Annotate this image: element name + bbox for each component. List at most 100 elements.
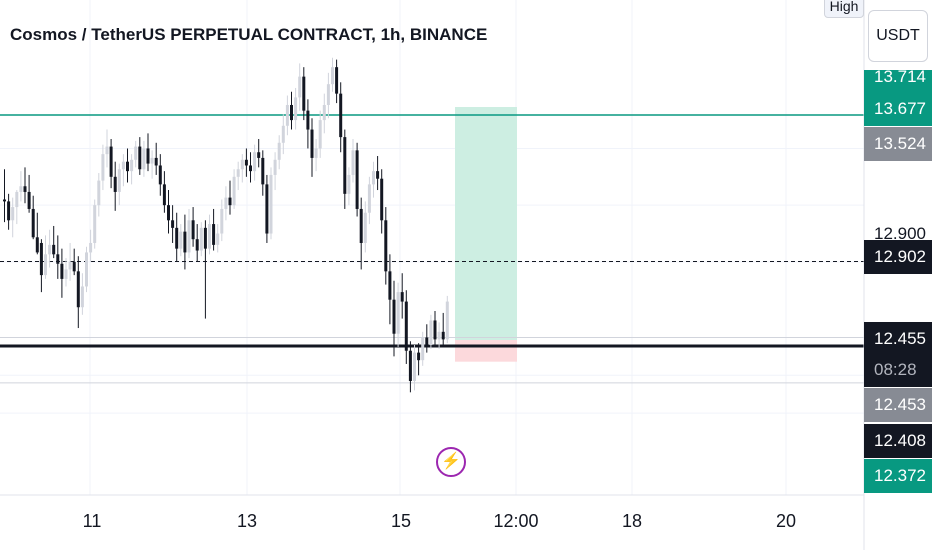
candle-body [130,159,134,172]
candle [298,63,302,111]
candle [408,341,412,393]
candle [171,205,175,243]
candle [158,154,162,196]
price-label-grid: 12.900 [874,224,926,243]
lightning-icon[interactable]: ⚡ [436,447,466,477]
candle-body [244,159,248,166]
candle [261,150,265,196]
currency-button[interactable]: USDT [868,10,928,62]
candle-body [187,220,191,253]
high-tag[interactable]: High [824,0,864,18]
candle [359,197,363,270]
candle-body [372,171,375,185]
candle [290,91,293,130]
candle [121,154,125,187]
candle [11,197,15,238]
candle [396,282,400,347]
candle [277,135,281,170]
candle [232,169,236,209]
candle-body [339,93,343,138]
candle-body [421,337,425,361]
candle [97,173,101,217]
candle-body [109,146,113,177]
candle-body [150,157,154,164]
candle [335,59,339,104]
candle-body [212,224,216,245]
candle [142,140,146,177]
candle [302,67,306,121]
candle [35,212,39,255]
candle-body [68,261,72,270]
candle-body [310,129,314,158]
candle [339,82,343,153]
candle [216,224,220,253]
candle [7,193,11,230]
candle [44,235,47,279]
candle-body [437,331,441,340]
time-tick-label: 20 [775,511,797,531]
candle [23,167,27,204]
chart-grid [0,0,864,495]
candle [285,95,289,136]
candle-body [380,178,384,221]
candle [224,186,228,221]
candle [331,57,334,92]
candle [72,248,76,276]
candle-body [351,150,355,175]
candle-body [384,220,388,272]
candle-body [138,146,142,170]
candle-body [232,176,236,206]
candle [27,174,31,213]
stop-zone [455,340,517,362]
candle [326,72,330,119]
time-tick-label: 18 [621,511,643,531]
candle-body [56,254,60,264]
candle-body [363,212,367,243]
candle-body [60,263,64,279]
candle [351,139,355,183]
candle-body [11,207,15,221]
candle [347,167,351,206]
candle [392,280,396,357]
candle-body [335,67,339,94]
candle-body [302,76,306,111]
candle [134,140,138,168]
candle-body [343,137,347,194]
candle [199,222,203,257]
price-label-dashed: 12.902 [864,240,932,274]
candle-body [23,186,27,192]
candle [269,167,273,240]
candle [437,322,441,349]
price-label-gray-high: 13.524 [864,127,932,161]
candle-body [80,286,84,308]
candle-body [113,176,117,192]
candle [306,99,310,149]
candle-body [44,254,47,276]
candle-body [273,159,277,175]
candle-body [39,242,43,276]
candle [429,314,433,349]
candle [441,312,445,347]
candle [68,242,72,281]
candle-body [31,208,35,238]
candle-body [216,233,220,245]
candle-body [429,320,433,346]
candle [343,129,347,209]
candle-body [236,169,240,177]
candle [64,258,68,287]
candle-body [392,299,396,334]
candle-body [134,146,138,160]
candle-body [208,224,211,249]
candle-body [404,301,408,351]
candle [19,171,23,202]
candle [150,150,154,179]
price-label-target: 13.677 [864,92,932,126]
candle-body [117,169,121,192]
candle-body [101,154,105,181]
candle-body [76,271,80,308]
candle-body [179,231,183,249]
candle [89,229,93,262]
candle [228,180,232,215]
candle [433,311,437,346]
